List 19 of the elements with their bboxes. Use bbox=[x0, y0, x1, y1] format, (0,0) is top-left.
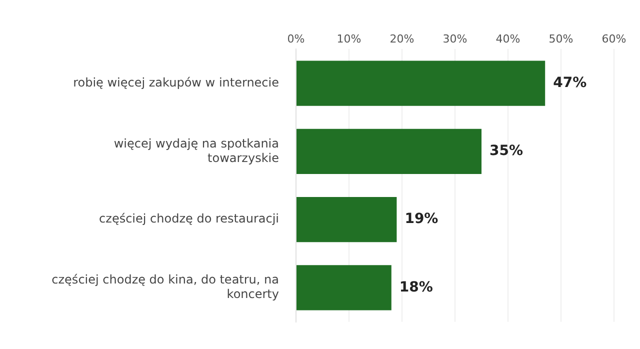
bar bbox=[296, 60, 546, 106]
x-tick-label: 40% bbox=[496, 32, 520, 46]
y-tick-label: częściej chodzę do kina, do teatru, na koncerty bbox=[52, 272, 279, 302]
y-tick-label: więcej wydaję na spotkania towarzyskie bbox=[114, 136, 279, 165]
data-label: 47% bbox=[553, 74, 587, 91]
x-tick-label: 50% bbox=[548, 32, 574, 46]
bar bbox=[296, 128, 482, 174]
x-tick-label: 10% bbox=[336, 32, 362, 46]
x-tick-label: 20% bbox=[390, 32, 414, 46]
data-label: 35% bbox=[490, 143, 524, 160]
data-label: 18% bbox=[399, 279, 433, 296]
data-label: 19% bbox=[404, 211, 438, 228]
y-tick-label: robię więcej zakupów w internecie bbox=[73, 75, 279, 90]
bar bbox=[296, 265, 392, 310]
bar bbox=[296, 197, 397, 242]
x-tick-label: 30% bbox=[442, 32, 468, 46]
y-tick-label: częściej chodzę do restauracji bbox=[99, 212, 279, 226]
x-tick-label: 0% bbox=[287, 32, 305, 46]
x-tick-label: 60% bbox=[602, 32, 626, 46]
